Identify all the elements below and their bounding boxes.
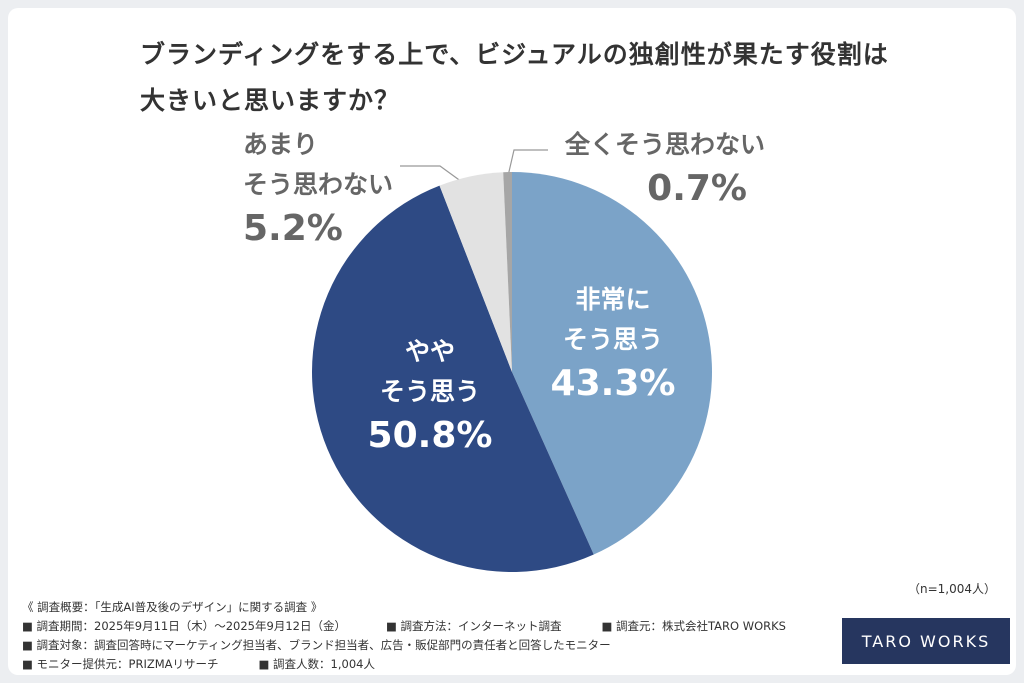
- note-text: ■ 調査方法：インターネット調査: [385, 619, 562, 633]
- category-label: 全くそう思わない: [564, 130, 765, 159]
- leader-line: [507, 149, 548, 177]
- note-row: ■ モニター提供元：PRIZMAリサーチ ■ 調査人数：1,004人: [22, 655, 826, 674]
- category-label: あまり そう思わない: [243, 130, 394, 199]
- slice-label: やや そう思う 50.8%: [355, 332, 505, 456]
- category-label: 非常に そう思う: [562, 285, 663, 354]
- note-row: ■ 調査期間：2025年9月11日（木）～2025年9月12日（金） ■ 調査方法…: [22, 617, 826, 636]
- chart-title: ブランディングをする上で、ビジュアルの独創性が果たす役割は大きいと思いますか？: [140, 40, 889, 115]
- slice-label: 全くそう思わない 0.7%: [545, 125, 765, 209]
- sample-note: （n=1,004人）: [907, 582, 996, 596]
- category-label: やや そう思う: [379, 337, 480, 406]
- pie-slice: [311, 185, 594, 573]
- leader-line: [400, 165, 463, 183]
- logo: TARO WORKS: [842, 618, 1010, 664]
- value-label: 5.2%: [243, 208, 343, 249]
- note-text: ■ 調査元：株式会社TARO WORKS: [601, 619, 786, 633]
- survey-notes: 《 調査概要：「生成AI普及後のデザイン」に関する調査 》 ■ 調査期間：2025…: [22, 598, 826, 674]
- note-text: ■ 調査対象：調査回答時にマーケティング担当者、ブランド担当者、広告・販促部門の…: [22, 638, 611, 652]
- slice-label: 非常に そう思う 43.3%: [548, 280, 678, 404]
- value-label: 0.7%: [647, 168, 747, 209]
- note-text: ■ 調査人数：1,004人: [258, 657, 375, 671]
- note-row: 《 調査概要：「生成AI普及後のデザイン」に関する調査 》: [22, 598, 826, 617]
- pie-slice: [512, 172, 712, 555]
- slice-label: あまり そう思わない 5.2%: [243, 125, 443, 249]
- note-row: ■ 調査対象：調査回答時にマーケティング担当者、ブランド担当者、広告・販促部門の…: [22, 636, 826, 655]
- value-label: 50.8%: [367, 415, 493, 456]
- note-text: ■ モニター提供元：PRIZMAリサーチ: [22, 657, 219, 671]
- value-label: 43.3%: [550, 363, 676, 404]
- pie-slice: [439, 172, 512, 372]
- pie-slice: [503, 172, 512, 372]
- note-text: 《 調査概要：「生成AI普及後のデザイン」に関する調査 》: [22, 600, 323, 614]
- note-text: ■ 調査期間：2025年9月11日（木）～2025年9月12日（金）: [22, 619, 346, 633]
